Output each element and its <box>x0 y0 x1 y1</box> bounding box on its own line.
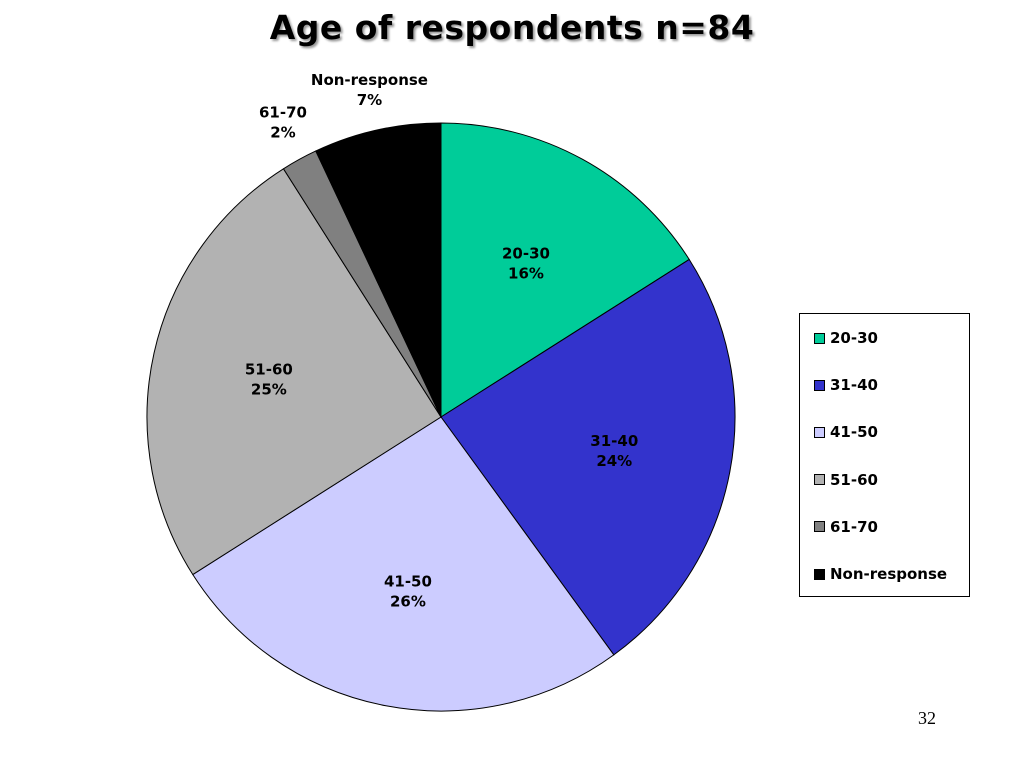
page-number: 32 <box>918 708 936 728</box>
legend-swatch <box>814 332 825 344</box>
slice-label-61-70: 61-70 2% <box>259 104 307 142</box>
slice-label-percent: 7% <box>357 91 382 109</box>
legend-swatch <box>814 568 825 580</box>
legend-item-non-response: Non-response <box>814 563 947 585</box>
slice-label-category: 51-60 <box>245 361 293 379</box>
pie-slice-20-30 <box>440 122 690 418</box>
pie-slice-non-response <box>315 122 442 418</box>
pie-slice-31-40 <box>440 258 736 656</box>
legend-swatch <box>814 426 825 438</box>
slice-label-category: 31-40 <box>590 432 638 450</box>
slice-label-percent: 16% <box>508 264 544 282</box>
slice-label-category: 61-70 <box>259 104 307 122</box>
slice-label-41-50: 41-50 26% <box>384 572 432 610</box>
slice-label-category: 41-50 <box>384 572 432 590</box>
chart-title: Age of respondents n=84 <box>269 8 755 47</box>
legend-item-20-30: 20-30 <box>814 327 878 349</box>
slice-label-51-60: 51-60 25% <box>245 361 293 399</box>
legend-label: Non-response <box>830 565 948 583</box>
slice-labels: 20-30 16% 31-40 24% 41-50 26% 51-60 25% 61-70 2% N… <box>245 71 638 610</box>
legend-label: 41-50 <box>830 423 878 442</box>
legend-label: 61-70 <box>830 517 878 536</box>
legend-label: 31-40 <box>830 376 878 395</box>
slice-label-percent: 25% <box>251 381 287 399</box>
legend-label: 51-60 <box>830 470 878 489</box>
legend-label: 20-30 <box>830 329 878 347</box>
pie-slices <box>146 122 736 712</box>
legend-swatch <box>814 474 825 486</box>
slice-label-percent: 26% <box>390 592 426 610</box>
slice-label-category: 20-30 <box>502 244 550 262</box>
legend-item-51-60: 51-60 <box>814 469 878 491</box>
legend-swatch <box>814 379 825 391</box>
legend-item-61-70: 61-70 <box>814 516 878 538</box>
slice-label-non-response: Non-response 7% <box>311 71 428 109</box>
legend-item-41-50: 41-50 <box>814 421 878 443</box>
legend-swatch <box>814 521 825 533</box>
slice-label-percent: 24% <box>596 452 632 470</box>
legend-item-31-40: 31-40 <box>814 374 878 396</box>
slice-label-31-40: 31-40 24% <box>590 432 638 470</box>
slice-label-category: Non-response <box>311 71 428 89</box>
pie-slice-41-50 <box>192 416 615 712</box>
pie-slice-51-60 <box>146 168 442 576</box>
chart-legend: 20-30 31-40 41-50 51-60 61-70 Non-response <box>799 313 970 597</box>
slice-label-percent: 2% <box>270 124 295 142</box>
slice-label-20-30: 20-30 16% <box>502 244 550 282</box>
